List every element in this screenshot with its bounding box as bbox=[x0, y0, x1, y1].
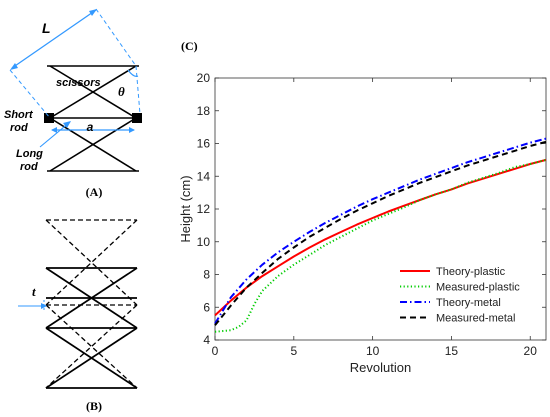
x-tick-label: 10 bbox=[366, 344, 380, 358]
panel-a: a L θ scissors Short rod Long rod (A) bbox=[4, 8, 142, 199]
dim-l-arrow-bottom bbox=[10, 63, 18, 70]
x-tick-label: 20 bbox=[524, 344, 538, 358]
y-axis-label: Height (cm) bbox=[178, 175, 193, 242]
series-line-1 bbox=[214, 158, 547, 317]
y-tick-label: 18 bbox=[197, 104, 211, 118]
panel-c: (C) 4 6 8 10 12 14 16 18 20 0 5 10 15 20 Revolution Hei… bbox=[178, 39, 547, 375]
legend-label: Theory-metal bbox=[436, 297, 501, 309]
short-rod-label-line1: Short bbox=[4, 109, 34, 121]
dim-a-label: a bbox=[87, 120, 94, 134]
x-tick-label: 0 bbox=[212, 344, 219, 358]
x-tick-label: 5 bbox=[290, 344, 297, 358]
theta-arc bbox=[127, 69, 139, 77]
dim-a-arrow-left bbox=[51, 127, 57, 133]
theta-label: θ bbox=[118, 84, 125, 99]
compressed-member bbox=[45, 327, 138, 389]
extended-member bbox=[45, 219, 138, 306]
dim-l-arrow-top bbox=[89, 9, 97, 16]
long-rod-label-line1: Long bbox=[16, 148, 43, 160]
legend-box bbox=[395, 261, 540, 328]
extended-member bbox=[45, 219, 138, 306]
legend-label: Measured-metal bbox=[436, 313, 515, 325]
dim-l-projection-top bbox=[95, 8, 137, 67]
series-line-4 bbox=[214, 140, 547, 326]
long-rod-label-line2: rod bbox=[20, 161, 38, 173]
dim-l-projection-right bbox=[135, 65, 141, 115]
series-line-3 bbox=[214, 137, 547, 325]
t-dim-label: t bbox=[32, 284, 36, 299]
height-vs-revolution-chart: 4 6 8 10 12 14 16 18 20 0 5 10 15 20 Revolution Height … bbox=[178, 71, 547, 375]
long-rod-pointer bbox=[39, 121, 71, 148]
x-axis-label: Revolution bbox=[350, 360, 411, 375]
short-rod-block-right bbox=[132, 113, 142, 123]
legend: Theory-plastic Measured-plastic Theory-met… bbox=[395, 261, 540, 328]
dim-l-label: L bbox=[42, 20, 51, 36]
y-tick-label: 16 bbox=[197, 137, 211, 151]
panel-a-label: (A) bbox=[86, 185, 103, 199]
dim-l-line bbox=[11, 9, 97, 69]
x-tick-label: 15 bbox=[445, 344, 459, 358]
y-tick-label: 6 bbox=[203, 300, 210, 314]
scissor-member bbox=[49, 117, 137, 172]
panel-c-label: (C) bbox=[181, 39, 198, 53]
panel-b: t (B) bbox=[18, 219, 138, 413]
y-tick-label: 12 bbox=[197, 202, 211, 216]
short-rod-block-left bbox=[44, 113, 54, 123]
legend-label: Measured-plastic bbox=[436, 282, 520, 294]
short-rod-label-line2: rod bbox=[10, 122, 28, 134]
scissors-label: scissors bbox=[56, 77, 101, 89]
y-tick-label: 20 bbox=[197, 71, 211, 85]
dim-a-arrow-right bbox=[129, 127, 135, 133]
panel-b-label: (B) bbox=[86, 399, 102, 413]
y-tick-label: 10 bbox=[197, 235, 211, 249]
y-tick-label: 14 bbox=[197, 169, 211, 183]
y-tick-label: 4 bbox=[203, 333, 210, 347]
dim-l-projection-bottom bbox=[9, 69, 51, 119]
scissor-member bbox=[49, 65, 137, 119]
legend-label: Theory-plastic bbox=[436, 266, 506, 278]
long-rod-pointer-arrow bbox=[63, 121, 71, 128]
y-tick-label: 8 bbox=[203, 268, 210, 282]
